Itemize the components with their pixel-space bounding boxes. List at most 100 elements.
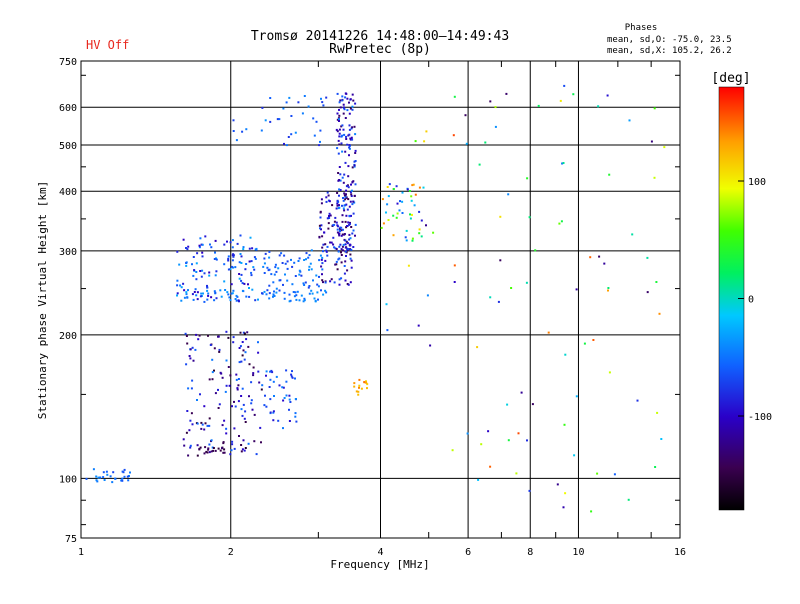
data-point xyxy=(185,431,188,434)
data-point xyxy=(120,479,123,482)
data-point xyxy=(263,257,266,260)
data-point xyxy=(534,249,537,252)
data-point xyxy=(338,188,341,191)
data-point xyxy=(246,331,249,334)
data-point xyxy=(222,441,225,444)
data-point xyxy=(405,239,408,242)
data-point xyxy=(229,299,232,302)
data-point xyxy=(96,480,99,483)
data-point xyxy=(338,118,340,121)
data-point xyxy=(204,235,207,238)
y-tick-label: 100 xyxy=(59,474,77,485)
data-point xyxy=(357,390,360,393)
data-point xyxy=(429,344,432,347)
data-point xyxy=(189,348,192,351)
data-point xyxy=(556,483,559,486)
data-point xyxy=(354,152,357,154)
data-point xyxy=(215,297,218,300)
data-point xyxy=(241,289,244,292)
data-point xyxy=(350,127,353,130)
data-point xyxy=(322,243,325,246)
data-point xyxy=(321,262,324,265)
data-point xyxy=(342,249,344,252)
data-point xyxy=(268,297,271,300)
data-point xyxy=(349,253,352,256)
data-point xyxy=(353,382,356,385)
data-point xyxy=(494,106,497,109)
data-point xyxy=(269,378,272,381)
data-point xyxy=(401,200,404,203)
data-point xyxy=(200,243,203,246)
data-point xyxy=(344,150,347,153)
data-point xyxy=(242,331,245,334)
data-point xyxy=(239,331,242,334)
data-point xyxy=(191,379,194,382)
data-point xyxy=(318,224,321,227)
y-axis-label: Stationary phase Virtual Height [km] xyxy=(36,181,49,419)
data-point xyxy=(297,101,300,104)
data-point xyxy=(285,394,288,397)
data-point xyxy=(338,179,341,181)
data-point xyxy=(349,98,352,101)
data-point xyxy=(349,191,352,194)
data-point xyxy=(478,163,481,166)
data-point xyxy=(380,226,383,229)
data-point xyxy=(663,146,666,149)
data-point xyxy=(531,403,534,406)
data-point xyxy=(250,274,253,277)
data-point xyxy=(351,203,354,206)
data-point xyxy=(349,257,352,260)
data-point xyxy=(308,265,311,268)
data-point xyxy=(260,129,263,132)
data-point xyxy=(214,291,217,294)
data-point xyxy=(409,213,411,216)
data-point xyxy=(385,303,388,306)
data-point xyxy=(278,254,281,257)
data-point xyxy=(203,405,206,408)
data-point xyxy=(324,259,327,262)
data-point xyxy=(236,387,239,390)
data-point xyxy=(520,391,523,394)
data-point xyxy=(231,239,234,242)
data-point xyxy=(354,149,357,152)
data-point xyxy=(338,245,341,248)
data-point xyxy=(230,292,233,295)
data-point xyxy=(505,92,508,95)
data-point xyxy=(212,447,215,449)
data-point xyxy=(176,250,179,253)
data-point xyxy=(497,300,500,303)
data-point xyxy=(240,360,243,363)
data-point xyxy=(300,294,303,297)
data-point xyxy=(319,227,321,230)
data-point xyxy=(252,266,255,269)
data-point xyxy=(349,200,352,203)
data-point xyxy=(344,250,347,253)
data-point xyxy=(353,164,356,167)
data-point xyxy=(294,131,297,134)
data-point xyxy=(564,492,567,495)
data-point xyxy=(218,348,221,351)
data-point xyxy=(321,101,324,104)
data-point xyxy=(227,268,230,271)
data-point xyxy=(211,371,214,374)
data-point xyxy=(329,214,332,217)
data-point xyxy=(325,196,328,199)
data-point xyxy=(271,371,274,374)
data-point xyxy=(257,298,259,301)
data-point xyxy=(182,282,185,285)
data-point xyxy=(225,427,228,430)
data-point xyxy=(432,231,435,234)
data-point xyxy=(358,378,361,381)
data-point xyxy=(252,366,255,369)
data-point xyxy=(323,231,326,234)
data-point xyxy=(294,412,297,415)
data-point xyxy=(646,291,649,294)
data-point xyxy=(464,114,467,117)
data-point xyxy=(238,261,241,264)
data-point xyxy=(563,423,566,426)
data-point xyxy=(201,243,204,246)
data-point xyxy=(273,295,276,297)
data-point xyxy=(255,453,258,456)
data-point xyxy=(308,292,311,295)
